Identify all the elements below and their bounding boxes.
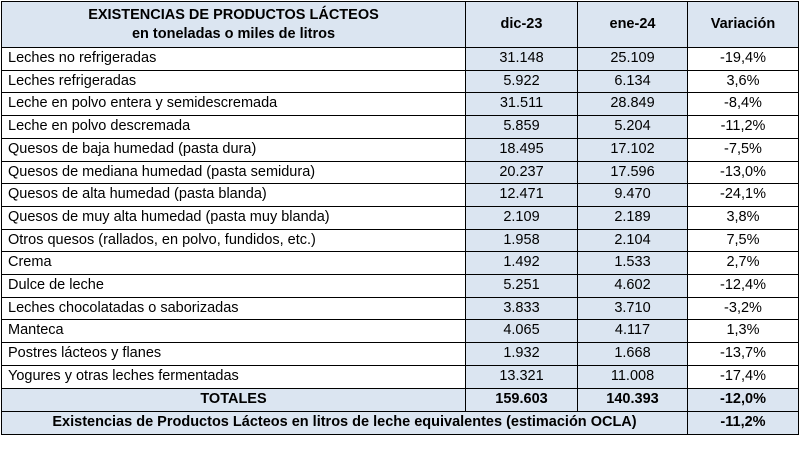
table-row: Crema 1.492 1.533 2,7%: [1, 251, 799, 276]
row-jan-value: 1.668: [577, 342, 688, 366]
row-jan-value: 17.102: [577, 137, 688, 162]
totals-row: TOTALES 159.603 140.393 -12,0%: [1, 387, 799, 412]
table-row: Quesos de baja humedad (pasta dura) 18.49…: [1, 137, 799, 162]
dairy-stock-table: EXISTENCIAS DE PRODUCTOS LÁCTEOS en tone…: [1, 1, 799, 435]
totals-label: TOTALES: [1, 387, 466, 412]
header-row: EXISTENCIAS DE PRODUCTOS LÁCTEOS en tone…: [1, 1, 799, 48]
header-dec: dic-23: [465, 1, 578, 48]
row-dec-value: 31.511: [465, 92, 578, 117]
row-label: Yogures y otras leches fermentadas: [1, 364, 466, 389]
milk-equivalent-row: Existencias de Productos Lácteos en litr…: [1, 410, 799, 435]
table-row: Quesos de alta humedad (pasta blanda) 12.…: [1, 183, 799, 207]
row-label: Quesos de muy alta humedad (pasta muy bl…: [1, 205, 466, 230]
row-variation: -11,2%: [687, 115, 799, 139]
table-row: Leches refrigeradas 5.922 6.134 3,6%: [1, 69, 799, 94]
row-dec-value: 18.495: [465, 137, 578, 162]
row-label: Crema: [1, 251, 466, 276]
row-jan-value: 4.602: [577, 274, 688, 298]
row-variation: -12,4%: [687, 274, 799, 298]
row-dec-value: 4.065: [465, 319, 578, 344]
row-jan-value: 3.710: [577, 296, 688, 321]
row-label: Leches chocolatadas o saborizadas: [1, 296, 466, 321]
row-label: Leches refrigeradas: [1, 69, 466, 94]
table-row: Leches chocolatadas o saborizadas 3.833 3.…: [1, 296, 799, 321]
row-variation: -13,0%: [687, 160, 799, 185]
row-dec-value: 5.859: [465, 115, 578, 139]
row-label: Dulce de leche: [1, 274, 466, 298]
row-jan-value: 5.204: [577, 115, 688, 139]
table-row: Yogures y otras leches fermentadas 13.321…: [1, 364, 799, 389]
table-row: Dulce de leche 5.251 4.602 -12,4%: [1, 274, 799, 298]
row-jan-value: 9.470: [577, 183, 688, 207]
title-line-1: EXISTENCIAS DE PRODUCTOS LÁCTEOS: [88, 6, 379, 23]
row-jan-value: 2.189: [577, 205, 688, 230]
row-dec-value: 1.958: [465, 228, 578, 253]
row-label: Leches no refrigeradas: [1, 47, 466, 71]
row-variation: -13,7%: [687, 342, 799, 366]
table-row: Leche en polvo entera y semidescremada 31…: [1, 92, 799, 117]
table-row: Otros quesos (rallados, en polvo, fundid…: [1, 228, 799, 253]
row-label: Quesos de mediana humedad (pasta semidur…: [1, 160, 466, 185]
table-title: EXISTENCIAS DE PRODUCTOS LÁCTEOS en tone…: [1, 1, 466, 48]
row-variation: -3,2%: [687, 296, 799, 321]
totals-dec: 159.603: [465, 387, 578, 412]
header-jan: ene-24: [577, 1, 688, 48]
row-dec-value: 31.148: [465, 47, 578, 71]
row-variation: -8,4%: [687, 92, 799, 117]
row-dec-value: 2.109: [465, 205, 578, 230]
row-variation: 2,7%: [687, 251, 799, 276]
row-label: Postres lácteos y flanes: [1, 342, 466, 366]
row-label: Quesos de alta humedad (pasta blanda): [1, 183, 466, 207]
row-dec-value: 5.251: [465, 274, 578, 298]
row-dec-value: 12.471: [465, 183, 578, 207]
row-jan-value: 6.134: [577, 69, 688, 94]
row-jan-value: 4.117: [577, 319, 688, 344]
row-variation: -24,1%: [687, 183, 799, 207]
table-row: Leche en polvo descremada 5.859 5.204 -11,2…: [1, 115, 799, 139]
row-variation: 3,8%: [687, 205, 799, 230]
totals-variation: -12,0%: [687, 387, 799, 412]
row-dec-value: 1.492: [465, 251, 578, 276]
row-label: Leche en polvo entera y semidescremada: [1, 92, 466, 117]
row-dec-value: 5.922: [465, 69, 578, 94]
totals-jan: 140.393: [577, 387, 688, 412]
row-jan-value: 11.008: [577, 364, 688, 389]
table-row: Postres lácteos y flanes 1.932 1.668 -13,7%: [1, 342, 799, 366]
row-variation: -19,4%: [687, 47, 799, 71]
header-var: Variación: [687, 1, 799, 48]
row-jan-value: 25.109: [577, 47, 688, 71]
table-row: Quesos de muy alta humedad (pasta muy bl…: [1, 205, 799, 230]
row-label: Otros quesos (rallados, en polvo, fundid…: [1, 228, 466, 253]
row-jan-value: 28.849: [577, 92, 688, 117]
row-label: Leche en polvo descremada: [1, 115, 466, 139]
row-dec-value: 3.833: [465, 296, 578, 321]
row-label: Quesos de baja humedad (pasta dura): [1, 137, 466, 162]
row-jan-value: 2.104: [577, 228, 688, 253]
row-dec-value: 20.237: [465, 160, 578, 185]
row-dec-value: 1.932: [465, 342, 578, 366]
row-jan-value: 17.596: [577, 160, 688, 185]
row-label: Manteca: [1, 319, 466, 344]
row-variation: 3,6%: [687, 69, 799, 94]
table-row: Manteca 4.065 4.117 1,3%: [1, 319, 799, 344]
row-variation: 7,5%: [687, 228, 799, 253]
title-line-2: en toneladas o miles de litros: [131, 25, 336, 42]
milk-equivalent-label: Existencias de Productos Lácteos en litr…: [1, 410, 688, 435]
milk-equivalent-variation: -11,2%: [687, 410, 799, 435]
table-row: Leches no refrigeradas 31.148 25.109 -19,4%: [1, 47, 799, 71]
row-dec-value: 13.321: [465, 364, 578, 389]
row-jan-value: 1.533: [577, 251, 688, 276]
table-row: Quesos de mediana humedad (pasta semidur…: [1, 160, 799, 185]
row-variation: -7,5%: [687, 137, 799, 162]
row-variation: -17,4%: [687, 364, 799, 389]
row-variation: 1,3%: [687, 319, 799, 344]
